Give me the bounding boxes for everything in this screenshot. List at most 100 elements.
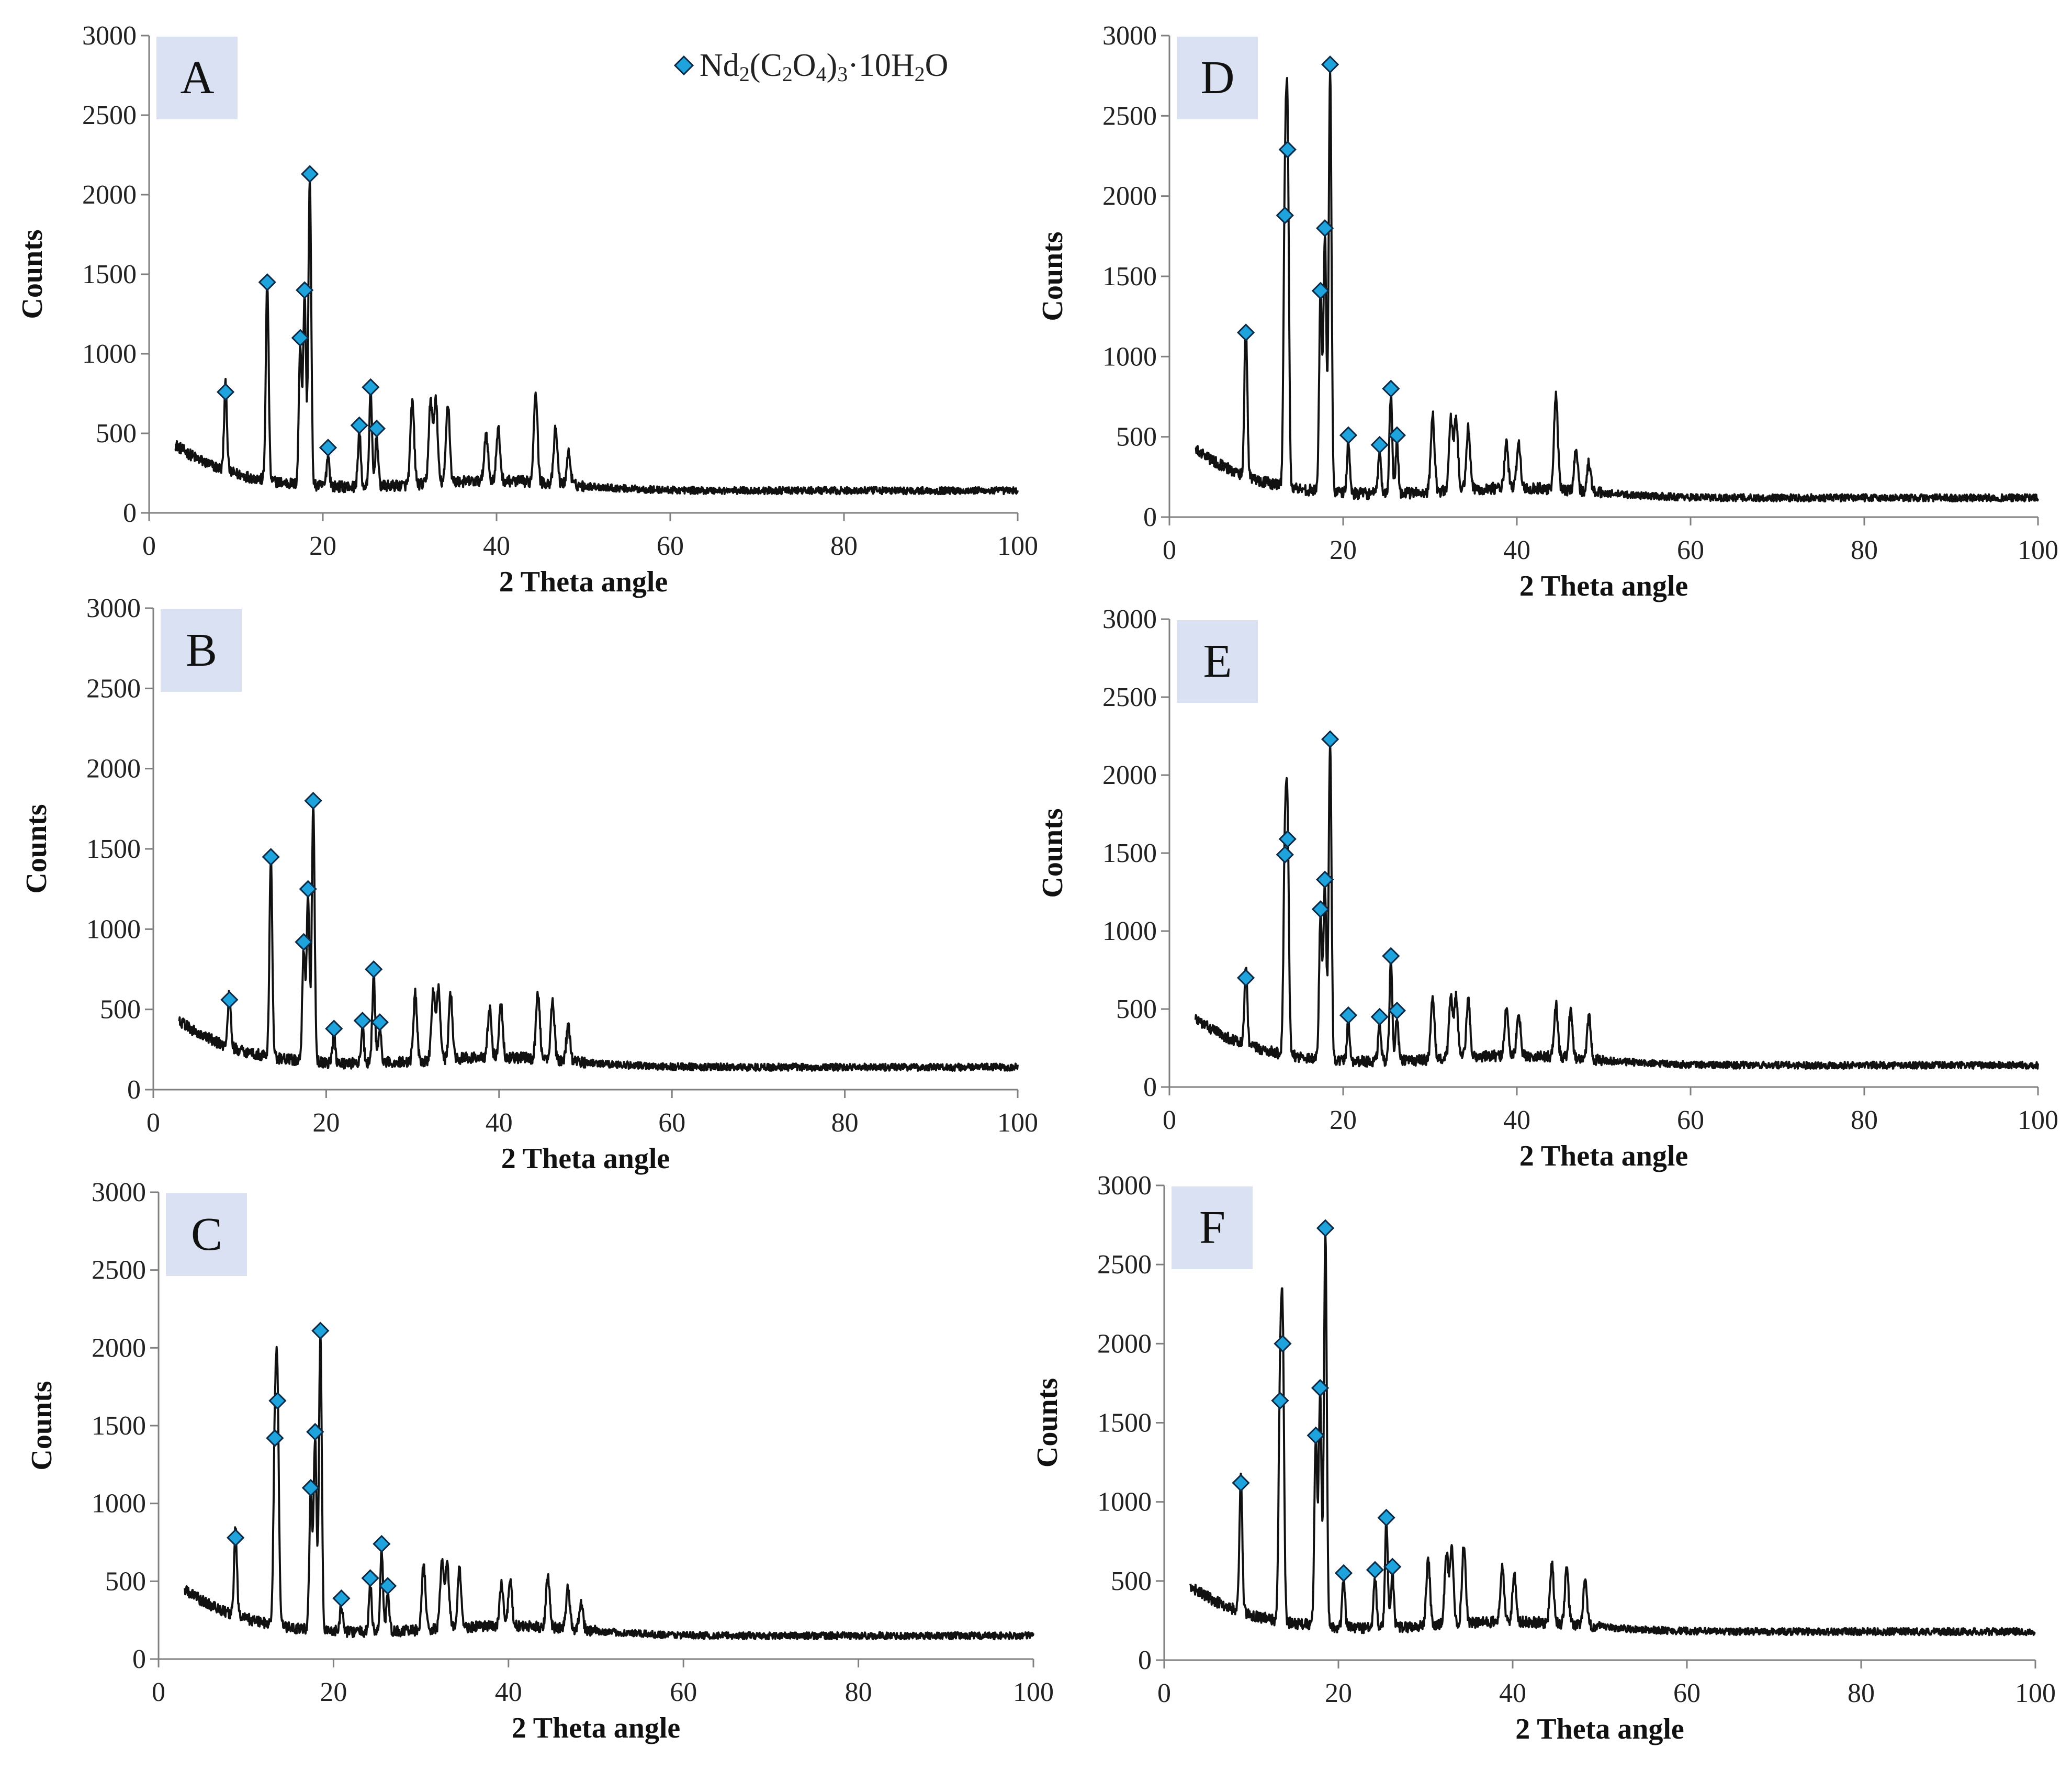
x-tick-label: 40	[483, 531, 510, 561]
y-tick-label: 1000	[1102, 916, 1157, 946]
y-tick-label: 500	[105, 1566, 146, 1596]
peak-marker	[1366, 1561, 1384, 1579]
peak-marker	[266, 1429, 284, 1447]
panel-label-box	[1177, 37, 1258, 119]
y-tick-label: 500	[100, 995, 141, 1025]
x-tick-label: 20	[312, 1108, 340, 1138]
peak-marker	[1232, 1474, 1250, 1492]
y-tick-label: 3000	[1097, 1171, 1152, 1201]
panel-label: B	[186, 624, 217, 676]
panel-label: F	[1199, 1202, 1225, 1253]
peak-marker	[1370, 1007, 1389, 1026]
y-tick-label: 500	[96, 419, 137, 449]
x-tick-label: 40	[495, 1677, 522, 1707]
peak-marker	[353, 1012, 371, 1030]
peak-marker	[262, 848, 280, 866]
y-tick-label: 2000	[1102, 182, 1157, 211]
peak-marker	[301, 1478, 320, 1497]
x-tick-label: 100	[1013, 1677, 1054, 1707]
x-tick-label: 100	[997, 1108, 1038, 1138]
peak-marker	[370, 1013, 389, 1032]
x-tick-label: 80	[1851, 1105, 1878, 1135]
x-tick-label: 60	[657, 531, 684, 561]
peak-marker	[295, 933, 313, 951]
legend-text-part: Nd	[700, 48, 739, 83]
y-tick-label: 1500	[82, 260, 137, 289]
peak-marker	[1236, 323, 1255, 342]
panel-D: D 0 500 1000 1500 2000 2500 3000 0 20 40 60 80 100 2 T…	[1037, 21, 2058, 602]
peak-marker	[378, 1577, 397, 1595]
y-tick-label: 500	[1116, 994, 1157, 1024]
x-tick-label: 40	[1503, 1105, 1530, 1135]
panel-B: B 0 500 1000 1500 2000 2500 3000 0 20 40 60 80 100 2 T…	[20, 593, 1038, 1175]
peak-marker	[350, 416, 368, 434]
panel-C: C 0 500 1000 1500 2000 2500 3000 0 20 40 60 80 100 2 T…	[26, 1178, 1054, 1744]
peak-marker	[311, 1321, 330, 1340]
peak-marker	[1271, 1392, 1289, 1410]
peak-marker	[304, 791, 322, 810]
y-tick-label: 1500	[1102, 838, 1157, 868]
x-tick-label: 60	[658, 1108, 685, 1138]
y-tick-label: 2000	[92, 1333, 146, 1363]
peak-marker	[362, 378, 380, 396]
peak-marker	[332, 1589, 351, 1608]
y-tick-label: 1000	[92, 1489, 146, 1519]
panel-label-box	[1177, 620, 1258, 703]
y-tick-label: 2000	[1097, 1329, 1152, 1359]
legend-subscript: 4	[816, 62, 827, 86]
legend-subscript: 2	[915, 62, 925, 86]
x-tick-label: 100	[997, 531, 1038, 561]
y-tick-label: 0	[132, 1644, 146, 1674]
x-axis-title: 2 Theta angle	[1519, 570, 1688, 602]
xrd-series-line	[1194, 741, 2039, 1070]
peak-marker	[1321, 55, 1339, 74]
y-tick-label: 2500	[1097, 1250, 1152, 1280]
y-tick-label: 0	[1143, 502, 1157, 532]
panel-label-box	[1172, 1186, 1253, 1269]
x-tick-label: 20	[309, 531, 336, 561]
y-tick-label: 500	[1116, 422, 1157, 452]
legend-text-part: O	[793, 48, 816, 83]
peak-marker	[319, 439, 337, 457]
peak-marker	[1377, 1508, 1395, 1527]
peak-marker	[365, 960, 383, 979]
peak-marker	[1278, 830, 1297, 848]
y-tick-label: 3000	[86, 593, 141, 623]
x-tick-label: 0	[1157, 1678, 1171, 1708]
peak-marker	[1370, 435, 1389, 454]
legend-text-part: ·10H	[848, 48, 914, 83]
legend-text-part: )	[827, 48, 838, 83]
y-tick-label: 2000	[1102, 760, 1157, 790]
y-tick-label: 2500	[86, 674, 141, 703]
peak-marker	[220, 991, 239, 1009]
x-tick-label: 60	[1673, 1678, 1701, 1708]
y-tick-label: 1000	[1097, 1487, 1152, 1517]
y-tick-label: 2000	[82, 180, 137, 210]
legend-label: Nd2(C2O4)3·10H2O	[700, 48, 948, 86]
legend-text-part: (C	[750, 48, 782, 83]
y-tick-label: 1500	[1097, 1408, 1152, 1438]
peak-marker	[1321, 730, 1339, 748]
y-axis-title: Counts	[1031, 1378, 1064, 1468]
legend-subscript: 3	[837, 62, 848, 86]
x-tick-label: 100	[2015, 1678, 2056, 1708]
peak-marker	[1316, 1219, 1335, 1237]
x-tick-label: 100	[2018, 535, 2058, 565]
xrd-series-line	[178, 801, 1019, 1072]
y-tick-label: 2500	[1102, 101, 1157, 131]
x-tick-label: 0	[1163, 535, 1176, 565]
y-tick-label: 2000	[86, 754, 141, 784]
y-tick-label: 0	[1143, 1072, 1157, 1102]
xrd-series-line	[1189, 1232, 2036, 1637]
y-tick-label: 1000	[1102, 342, 1157, 372]
x-tick-label: 40	[486, 1108, 513, 1138]
y-tick-label: 1000	[82, 339, 137, 369]
y-tick-label: 0	[127, 1075, 141, 1105]
xrd-series-line	[174, 179, 1019, 496]
peak-marker	[258, 273, 276, 292]
peak-marker	[1276, 845, 1294, 864]
peak-marker	[268, 1392, 287, 1410]
peak-marker	[1316, 219, 1334, 238]
y-tick-label: 2500	[82, 100, 137, 130]
y-axis-title: Counts	[26, 1381, 58, 1470]
